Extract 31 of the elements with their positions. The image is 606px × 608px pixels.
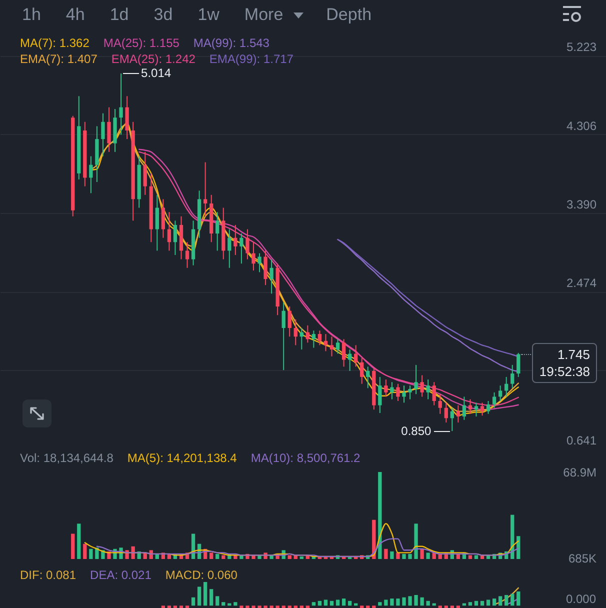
y-tick-label: 3.390 (566, 197, 597, 212)
text: Vol: 18,134,644.8 (20, 450, 114, 466)
text: MACD: 0.060 (165, 567, 238, 583)
text: DIF: 0.081 (20, 567, 76, 583)
text: MA(10): 8,500,761.2 (250, 450, 360, 466)
text: 3d (154, 4, 173, 26)
y-tick-label: 68.9M (563, 466, 596, 480)
text: More (244, 4, 284, 26)
text: EMA(99): 1.717 (209, 51, 294, 67)
text: 4h (66, 4, 85, 26)
text: 1.745 (556, 346, 590, 363)
annotation: 0.850 (401, 424, 432, 438)
y-tick-label: 5.223 (566, 40, 597, 54)
text: 1d (110, 4, 129, 26)
y-tick-label: 2.474 (566, 276, 597, 290)
y-tick-label: 685K (568, 552, 596, 566)
y-tick-label: 0.641 (566, 434, 597, 448)
annotation: 5.014 (141, 66, 172, 80)
y-tick-label: 4.306 (566, 118, 597, 133)
text: 1h (22, 4, 41, 26)
text: MA(7): 1.362 (20, 35, 90, 51)
text: MA(5): 14,201,138.4 (127, 450, 237, 466)
text: 19:52:38 (539, 362, 590, 380)
text: 1w (198, 4, 220, 26)
text: EMA(25): 1.242 (111, 51, 196, 67)
text: MA(99): 1.543 (193, 35, 270, 51)
text: 0.000 (566, 592, 596, 606)
text: EMA(7): 1.407 (20, 51, 98, 67)
text: DEA: 0.021 (90, 567, 152, 583)
text: MA(25): 1.155 (103, 35, 180, 51)
text: Depth (326, 4, 372, 26)
